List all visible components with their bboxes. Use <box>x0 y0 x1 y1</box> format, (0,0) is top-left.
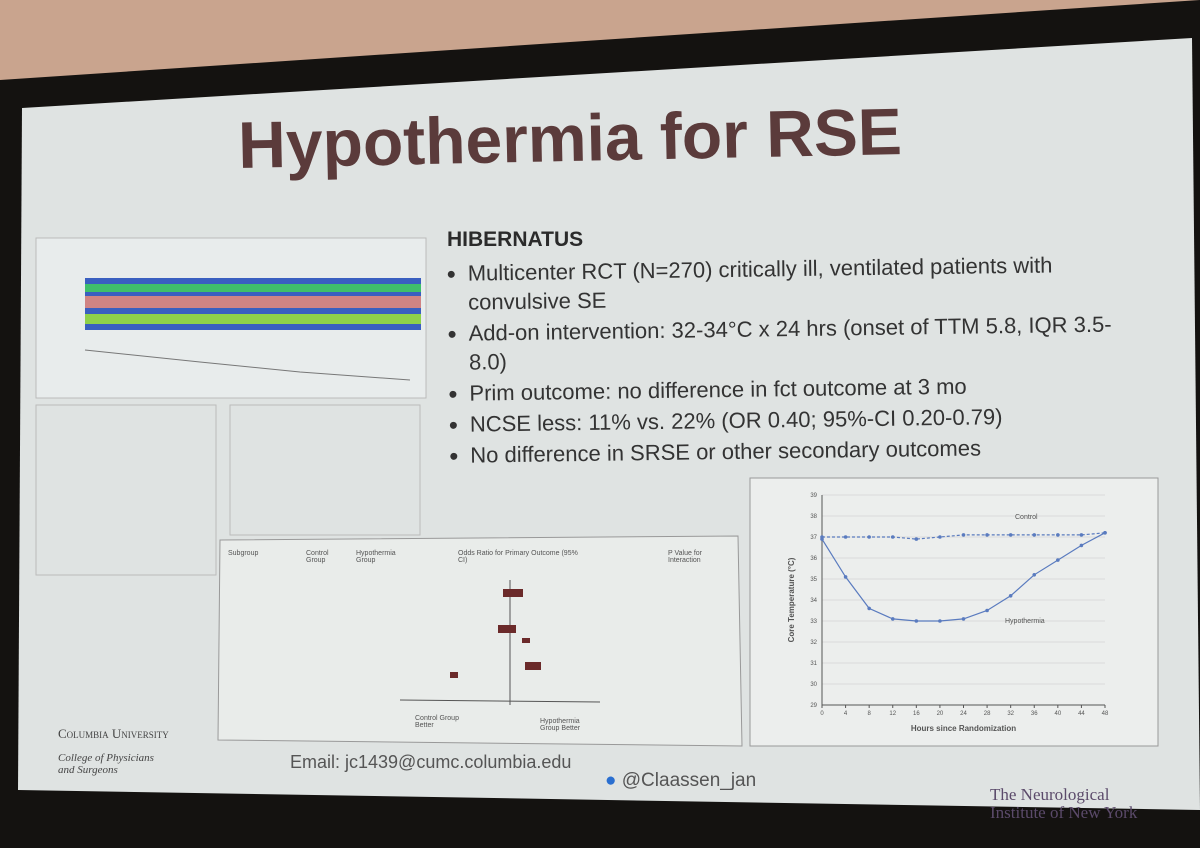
data-point <box>961 533 966 537</box>
data-point <box>1079 533 1084 537</box>
data-point <box>914 619 919 623</box>
data-point <box>985 533 989 537</box>
data-point <box>1032 533 1037 537</box>
y-axis-label: Core Temperature (°C) <box>787 557 796 642</box>
data-point <box>1008 594 1013 598</box>
y-tick-label: 33 <box>810 619 817 625</box>
x-tick-label: 40 <box>1054 711 1061 717</box>
twitter: ● @Claassen_jan <box>605 770 757 791</box>
data-point <box>867 535 871 539</box>
y-tick-label: 38 <box>810 514 817 520</box>
data-point <box>820 537 824 541</box>
x-tick-label: 12 <box>889 711 896 717</box>
x-tick-label: 24 <box>960 711 967 717</box>
forest-header: Control Group <box>306 550 329 564</box>
eeg-figure <box>35 237 427 576</box>
forest-plot <box>217 535 743 747</box>
x-tick-label: 48 <box>1102 711 1109 717</box>
data-point <box>938 619 942 623</box>
x-tick-label: 4 <box>844 711 848 717</box>
y-tick-label: 31 <box>810 661 817 667</box>
forest-header: Hypothermia Group <box>356 550 396 564</box>
bullet-list: Multicenter RCT (N=270) critically ill, … <box>446 249 1151 472</box>
forest-footer: Hypothermia Group Better <box>540 718 581 732</box>
data-point <box>867 606 871 611</box>
y-tick-label: 37 <box>810 535 817 541</box>
x-tick-label: 32 <box>1007 711 1014 717</box>
x-tick-label: 44 <box>1078 711 1085 717</box>
forest-footer: Control Group Better <box>415 715 459 729</box>
data-point <box>914 537 919 541</box>
bullet: Add-on intervention: 32-34°C x 24 hrs (o… <box>468 309 1149 376</box>
x-axis-label: Hours since Randomization <box>911 724 1016 733</box>
x-tick-label: 28 <box>984 711 991 717</box>
data-point <box>1032 573 1037 577</box>
chart-frame <box>749 477 1159 747</box>
data-point <box>1008 533 1013 537</box>
data-point <box>843 575 848 579</box>
y-tick-label: 29 <box>810 703 817 709</box>
x-tick-label: 0 <box>820 711 824 717</box>
x-tick-label: 36 <box>1031 711 1038 717</box>
data-point <box>1079 543 1084 548</box>
data-point <box>1056 558 1060 562</box>
email: Email: jc1439@cumc.columbia.edu <box>290 752 572 772</box>
x-tick-label: 16 <box>913 711 920 717</box>
x-tick-label: 8 <box>867 711 871 717</box>
twitter-handle: @Claassen_jan <box>621 770 757 791</box>
university: Columbia University <box>58 726 169 741</box>
series-label: Hypothermia <box>1005 618 1045 625</box>
forest-header: Subgroup <box>228 550 259 557</box>
data-point <box>985 608 989 613</box>
data-point <box>938 535 942 539</box>
y-tick-label: 36 <box>810 556 817 562</box>
y-tick-label: 32 <box>810 640 817 646</box>
x-tick-label: 20 <box>937 711 944 717</box>
data-point <box>843 535 848 539</box>
forest-header: P Value for Interaction <box>668 550 702 564</box>
data-point <box>890 535 895 539</box>
data-point <box>1056 533 1060 537</box>
y-tick-label: 34 <box>810 598 817 604</box>
y-tick-label: 39 <box>810 493 817 499</box>
y-tick-label: 35 <box>810 577 817 583</box>
bullet: Multicenter RCT (N=270) critically ill, … <box>468 249 1149 316</box>
study-name: HIBERNATUS <box>447 228 584 251</box>
institute: The Neurological Institute of New York <box>990 785 1138 822</box>
data-point <box>1103 531 1107 535</box>
forest-header: Odds Ratio for Primary Outcome (95% CI) <box>458 550 578 564</box>
y-tick-label: 30 <box>810 682 817 688</box>
data-point <box>961 617 966 621</box>
series-label: Control <box>1015 514 1038 521</box>
college: College of Physicians and Surgeons <box>58 752 154 776</box>
data-point <box>890 617 895 621</box>
